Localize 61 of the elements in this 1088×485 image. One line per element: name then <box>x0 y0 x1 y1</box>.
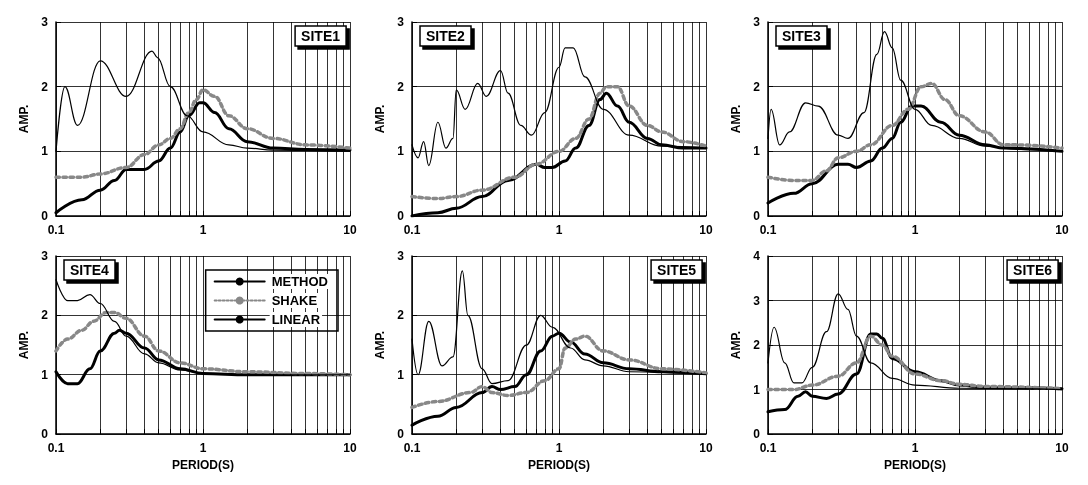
y-tick-label: 2 <box>397 79 405 94</box>
x-tick-label: 1 <box>199 441 207 456</box>
y-tick-label: 1 <box>397 144 405 159</box>
y-tick-label: 2 <box>753 79 761 94</box>
y-tick-label: 2 <box>753 338 761 353</box>
x-axis-title: PERIOD(S) <box>527 458 591 472</box>
y-tick-label: 0 <box>753 209 761 223</box>
y-tick-label: 1 <box>753 382 761 397</box>
x-tick-label: 10 <box>1055 441 1069 456</box>
y-tick-label: 3 <box>753 293 761 308</box>
y-axis-title: AMP. <box>373 104 387 134</box>
x-tick-label: 0.1 <box>759 441 777 456</box>
y-axis-title: AMP. <box>729 104 743 134</box>
y-tick-label: 2 <box>41 308 49 323</box>
chart-title: SITE4 <box>70 262 110 278</box>
y-tick-label: 0 <box>753 427 761 442</box>
y-tick-label: 1 <box>397 367 405 382</box>
y-tick-label: 3 <box>397 15 405 29</box>
x-tick-label: 1 <box>555 223 563 237</box>
y-tick-label: 4 <box>753 249 761 263</box>
y-axis-title: AMP. <box>17 104 31 134</box>
legend-label: LINEAR <box>271 312 321 327</box>
y-tick-label: 3 <box>397 249 405 263</box>
x-tick-label: 10 <box>343 223 357 237</box>
x-tick-label: 1 <box>911 223 919 237</box>
y-tick-label: 1 <box>41 144 49 159</box>
y-tick-label: 0 <box>41 427 49 442</box>
y-tick-label: 2 <box>397 308 405 323</box>
x-tick-label: 0.1 <box>403 441 421 456</box>
x-tick-label: 1 <box>555 441 563 456</box>
y-tick-label: 0 <box>41 209 49 223</box>
y-axis-title: AMP. <box>729 330 743 360</box>
x-axis-title: PERIOD(S) <box>171 458 235 472</box>
x-tick-label: 0.1 <box>47 441 65 456</box>
y-tick-label: 3 <box>41 15 49 29</box>
y-tick-label: 3 <box>753 15 761 29</box>
x-tick-label: 10 <box>699 441 713 456</box>
x-tick-label: 1 <box>199 223 207 237</box>
y-tick-label: 1 <box>753 144 761 159</box>
x-tick-label: 10 <box>699 223 713 237</box>
legend-label: METHOD <box>271 274 329 289</box>
y-tick-label: 3 <box>41 249 49 263</box>
x-tick-label: 10 <box>343 441 357 456</box>
y-tick-label: 2 <box>41 79 49 94</box>
x-tick-label: 0.1 <box>47 223 65 237</box>
y-tick-label: 0 <box>397 209 405 223</box>
legend-label: SHAKE <box>271 293 318 308</box>
y-axis-title: AMP. <box>373 330 387 360</box>
x-axis-title: PERIOD(S) <box>883 458 947 472</box>
chart-title: SITE5 <box>657 262 697 278</box>
x-tick-label: 0.1 <box>759 223 777 237</box>
chart-title: SITE6 <box>1013 262 1053 278</box>
x-tick-label: 1 <box>911 441 919 456</box>
chart-title: SITE1 <box>301 28 341 44</box>
chart-title: SITE2 <box>426 28 466 44</box>
y-axis-title: AMP. <box>17 330 31 360</box>
y-tick-label: 1 <box>41 367 49 382</box>
x-tick-label: 0.1 <box>403 223 421 237</box>
y-tick-label: 0 <box>397 427 405 442</box>
x-tick-label: 10 <box>1055 223 1069 237</box>
chart-title: SITE3 <box>782 28 822 44</box>
